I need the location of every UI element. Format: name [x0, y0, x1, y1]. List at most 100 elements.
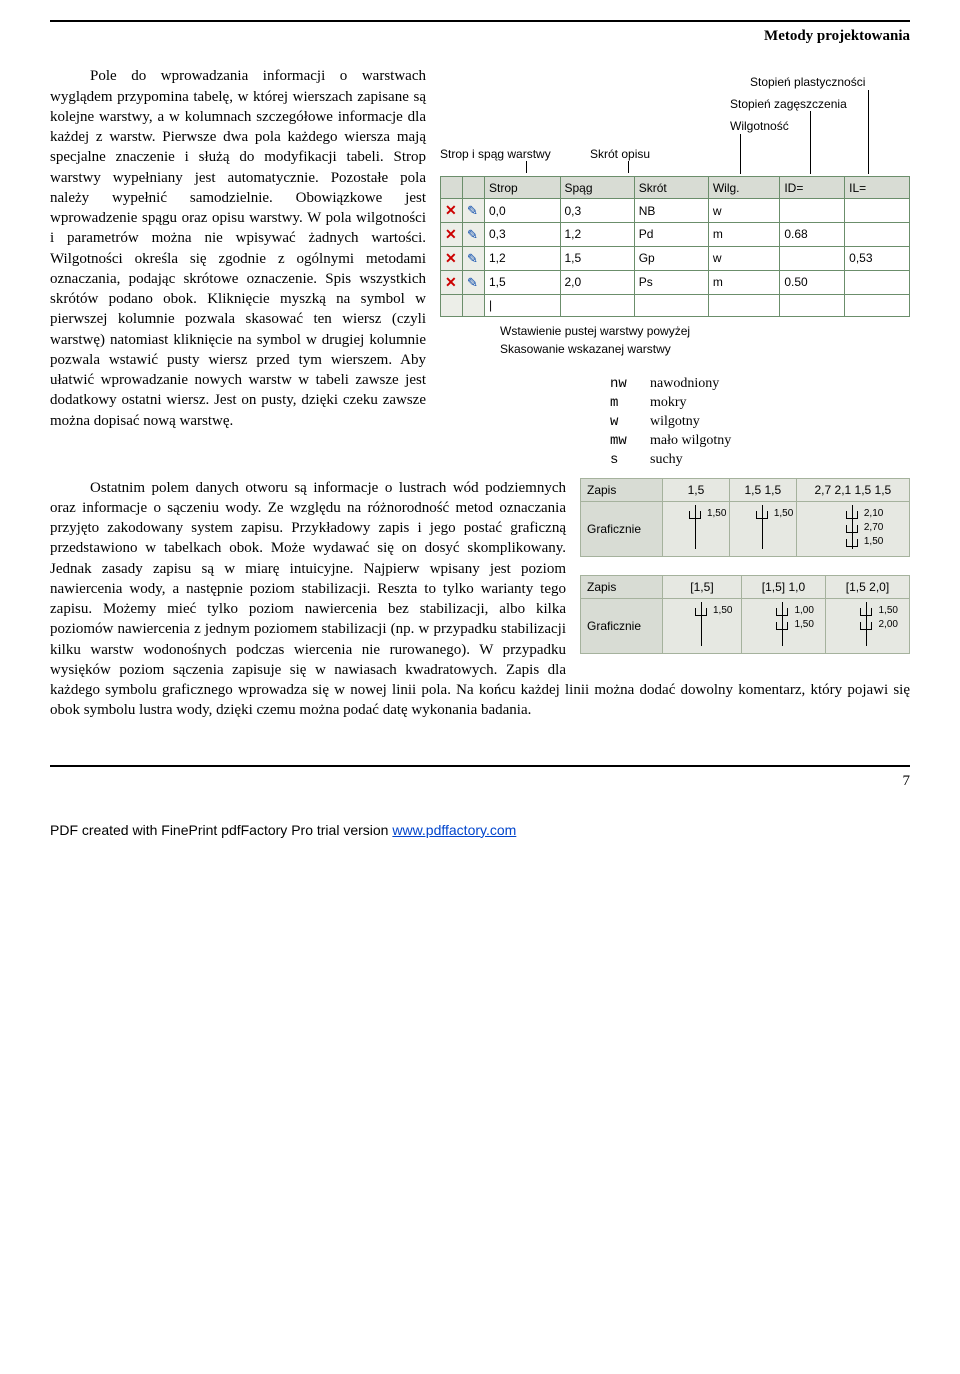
callout-delete: Skasowanie wskazanej warstwy: [500, 341, 910, 357]
insert-row-icon[interactable]: ✎: [467, 275, 478, 290]
layers-cell[interactable]: Pd: [634, 223, 708, 247]
layers-cell[interactable]: m: [708, 223, 779, 247]
layers-col-header: Spąg: [560, 177, 634, 199]
legend-row: wwilgotny: [610, 413, 810, 432]
legend-row: mmokry: [610, 394, 810, 413]
legend-key: mw: [610, 432, 650, 451]
zapis-cell: [1,5] 1,0: [741, 576, 825, 599]
water-level-label: 1,50: [774, 507, 793, 521]
delete-row-icon[interactable]: ✕: [445, 274, 457, 290]
layers-cell[interactable]: [780, 199, 845, 223]
layers-cell[interactable]: 0,53: [845, 247, 910, 271]
layers-cell[interactable]: 0.68: [780, 223, 845, 247]
callouts-top: Stopień plastyczności Stopień zagęszczen…: [440, 66, 910, 176]
layers-cell[interactable]: m: [708, 270, 779, 294]
water-level-label: 2,00: [878, 618, 897, 632]
legend-key: s: [610, 451, 650, 470]
water-level-icon: 1,50: [693, 602, 711, 646]
layers-cell[interactable]: |: [485, 294, 561, 316]
figure-layers: Stopień plastyczności Stopień zagęszczen…: [440, 66, 910, 469]
layers-col-header: ID=: [780, 177, 845, 199]
graficznie-cell: 1,001,50: [741, 599, 825, 654]
layers-col-header: IL=: [845, 177, 910, 199]
delete-row-icon[interactable]: ✕: [445, 202, 457, 218]
zapis-cell: [1,5]: [663, 576, 742, 599]
layers-cell[interactable]: [845, 199, 910, 223]
insert-row-icon[interactable]: ✎: [467, 227, 478, 242]
legend-value: nawodniony: [650, 375, 719, 394]
water-level-label: 1,50: [707, 507, 726, 521]
legend-key: m: [610, 394, 650, 413]
legend-value: mokry: [650, 394, 687, 413]
layers-cell[interactable]: w: [708, 247, 779, 271]
zapis-cell: 1,5: [663, 478, 730, 501]
water-level-label: 1,00: [794, 604, 813, 618]
graficznie-cell: 1,50: [663, 501, 730, 556]
layers-cell[interactable]: [780, 247, 845, 271]
pdf-link[interactable]: www.pdffactory.com: [392, 822, 516, 838]
layers-cell[interactable]: [560, 294, 634, 316]
zapis-header: Zapis: [581, 478, 663, 501]
layers-cell[interactable]: Gp: [634, 247, 708, 271]
layers-cell[interactable]: 1,5: [560, 247, 634, 271]
layers-cell[interactable]: 0,3: [485, 223, 561, 247]
zapis-cell: [1,5 2,0]: [825, 576, 909, 599]
water-level-label: 1,50: [713, 604, 732, 618]
graficznie-header: Graficznie: [581, 501, 663, 556]
graficznie-header: Graficznie: [581, 599, 663, 654]
table-row: ✕ ✎ 1,52,0Psm0.50: [441, 270, 910, 294]
table-row: ✕ ✎ 0,31,2Pdm0.68: [441, 223, 910, 247]
layers-cell[interactable]: [780, 294, 845, 316]
layers-cell[interactable]: 0.50: [780, 270, 845, 294]
table-row: ✕ ✎ 1,21,5Gpw 0,53: [441, 247, 910, 271]
callout-strop: Strop i spąg warstwy: [440, 146, 551, 162]
delete-row-icon[interactable]: ✕: [445, 226, 457, 242]
page-number: 7: [50, 771, 910, 791]
callout-wilg: Wilgotność: [730, 118, 789, 134]
moisture-legend: nwnawodnionymmokrywwilgotnymwmało wilgot…: [610, 375, 810, 469]
layers-cell[interactable]: 0,3: [560, 199, 634, 223]
legend-row: nwnawodniony: [610, 375, 810, 394]
layers-cell[interactable]: NB: [634, 199, 708, 223]
water-level-icon: 1,502,00: [858, 602, 876, 646]
layers-cell[interactable]: [845, 223, 910, 247]
layers-cell[interactable]: w: [708, 199, 779, 223]
legend-row: mwmało wilgotny: [610, 432, 810, 451]
water-level-icon: 1,50: [687, 505, 705, 549]
layers-col-header: [441, 177, 463, 199]
callout-plast: Stopień plastyczności: [750, 74, 865, 90]
legend-key: nw: [610, 375, 650, 394]
water-level-label: 1,50: [878, 604, 897, 618]
layers-cell[interactable]: 0,0: [485, 199, 561, 223]
layers-col-header: [463, 177, 485, 199]
layers-cell[interactable]: 1,2: [560, 223, 634, 247]
callout-skrot: Skrót opisu: [590, 146, 650, 162]
legend-value: suchy: [650, 451, 683, 470]
callout-insert: Wstawienie pustej warstwy powyżej: [500, 323, 910, 339]
water-level-label: 1,50: [864, 535, 883, 549]
figure-zapis-1: Zapis1,51,5 1,52,7 2,1 1,5 1,5Graficznie…: [580, 478, 910, 567]
legend-value: mało wilgotny: [650, 432, 731, 451]
graficznie-cell: 2,102,701,50: [796, 501, 909, 556]
insert-row-icon[interactable]: ✎: [467, 251, 478, 266]
insert-row-icon[interactable]: ✎: [467, 203, 478, 218]
layers-cell[interactable]: [634, 294, 708, 316]
pdf-footer: PDF created with FinePrint pdfFactory Pr…: [50, 821, 910, 840]
delete-row-icon[interactable]: ✕: [445, 250, 457, 266]
table-row-empty: |: [441, 294, 910, 316]
layers-cell[interactable]: [845, 294, 910, 316]
pdf-prefix: PDF created with FinePrint pdfFactory Pr…: [50, 822, 392, 838]
layers-cell[interactable]: 1,2: [485, 247, 561, 271]
layers-table: StropSpągSkrótWilg.ID=IL= ✕✎0,00,3NBw✕✎0…: [440, 176, 910, 317]
layers-cell[interactable]: [845, 270, 910, 294]
layers-cell[interactable]: Ps: [634, 270, 708, 294]
layers-cell[interactable]: 1,5: [485, 270, 561, 294]
layers-cell[interactable]: 2,0: [560, 270, 634, 294]
legend-value: wilgotny: [650, 413, 700, 432]
layers-cell[interactable]: [708, 294, 779, 316]
callouts-below: Wstawienie pustej warstwy powyżej Skasow…: [440, 323, 910, 357]
graficznie-cell: 1,502,00: [825, 599, 909, 654]
water-level-label: 2,10: [864, 507, 883, 521]
water-level-label: 2,70: [864, 521, 883, 535]
graficznie-cell: 1,50: [663, 599, 742, 654]
